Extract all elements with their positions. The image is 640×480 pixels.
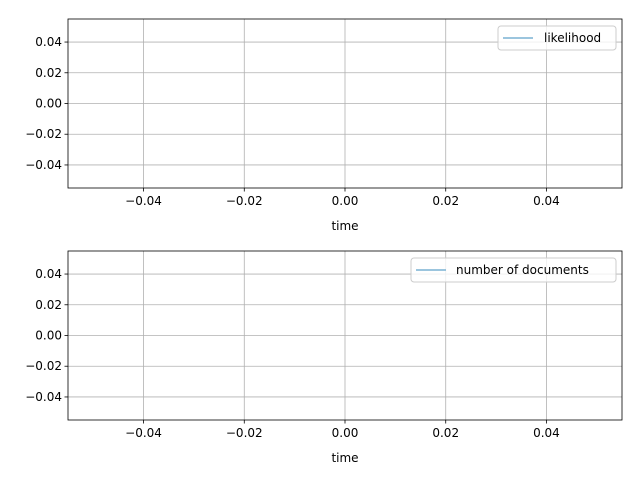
- x-tick-label: −0.02: [226, 194, 263, 208]
- x-tick-label: −0.04: [125, 194, 162, 208]
- x-axis-ticks: −0.04 −0.02 0.00 0.02 0.04: [125, 420, 560, 440]
- y-tick-label: 0.02: [35, 298, 62, 312]
- y-axis-ticks: −0.04 −0.02 0.00 0.02 0.04: [25, 267, 68, 404]
- legend: number of documents: [410, 257, 617, 283]
- legend-label-likelihood: likelihood: [544, 31, 601, 45]
- x-axis-ticks: −0.04 −0.02 0.00 0.02 0.04: [125, 188, 560, 208]
- y-tick-label: 0.04: [35, 267, 62, 281]
- y-tick-label: −0.04: [25, 158, 62, 172]
- x-axis-label: time: [331, 451, 358, 465]
- x-tick-label: 0.02: [432, 194, 459, 208]
- y-axis-ticks: −0.04 −0.02 0.00 0.02 0.04: [25, 35, 68, 172]
- legend-box: [410, 257, 617, 283]
- number-of-documents-subplot: −0.04 −0.02 0.00 0.02 0.04 −0.04 −0.02 0.00 0.0…: [25, 250, 623, 465]
- x-axis-label: time: [331, 219, 358, 233]
- legend-box: [497, 25, 617, 51]
- x-tick-label: 0.04: [533, 426, 560, 440]
- y-tick-label: 0.00: [35, 97, 62, 111]
- y-tick-label: −0.02: [25, 127, 62, 141]
- likelihood-subplot: −0.04 −0.02 0.00 0.02 0.04 −0.04 −0.02 0.00 0.0…: [25, 18, 623, 233]
- x-tick-label: 0.00: [332, 194, 359, 208]
- y-tick-label: −0.02: [25, 359, 62, 373]
- legend: likelihood: [497, 25, 617, 51]
- y-tick-label: 0.02: [35, 66, 62, 80]
- y-tick-label: 0.04: [35, 35, 62, 49]
- y-tick-label: −0.04: [25, 390, 62, 404]
- x-tick-label: 0.02: [432, 426, 459, 440]
- legend-label-number-of-documents: number of documents: [456, 263, 589, 277]
- y-tick-label: 0.00: [35, 329, 62, 343]
- x-tick-label: −0.02: [226, 426, 263, 440]
- x-tick-label: −0.04: [125, 426, 162, 440]
- x-tick-label: 0.04: [533, 194, 560, 208]
- x-tick-label: 0.00: [332, 426, 359, 440]
